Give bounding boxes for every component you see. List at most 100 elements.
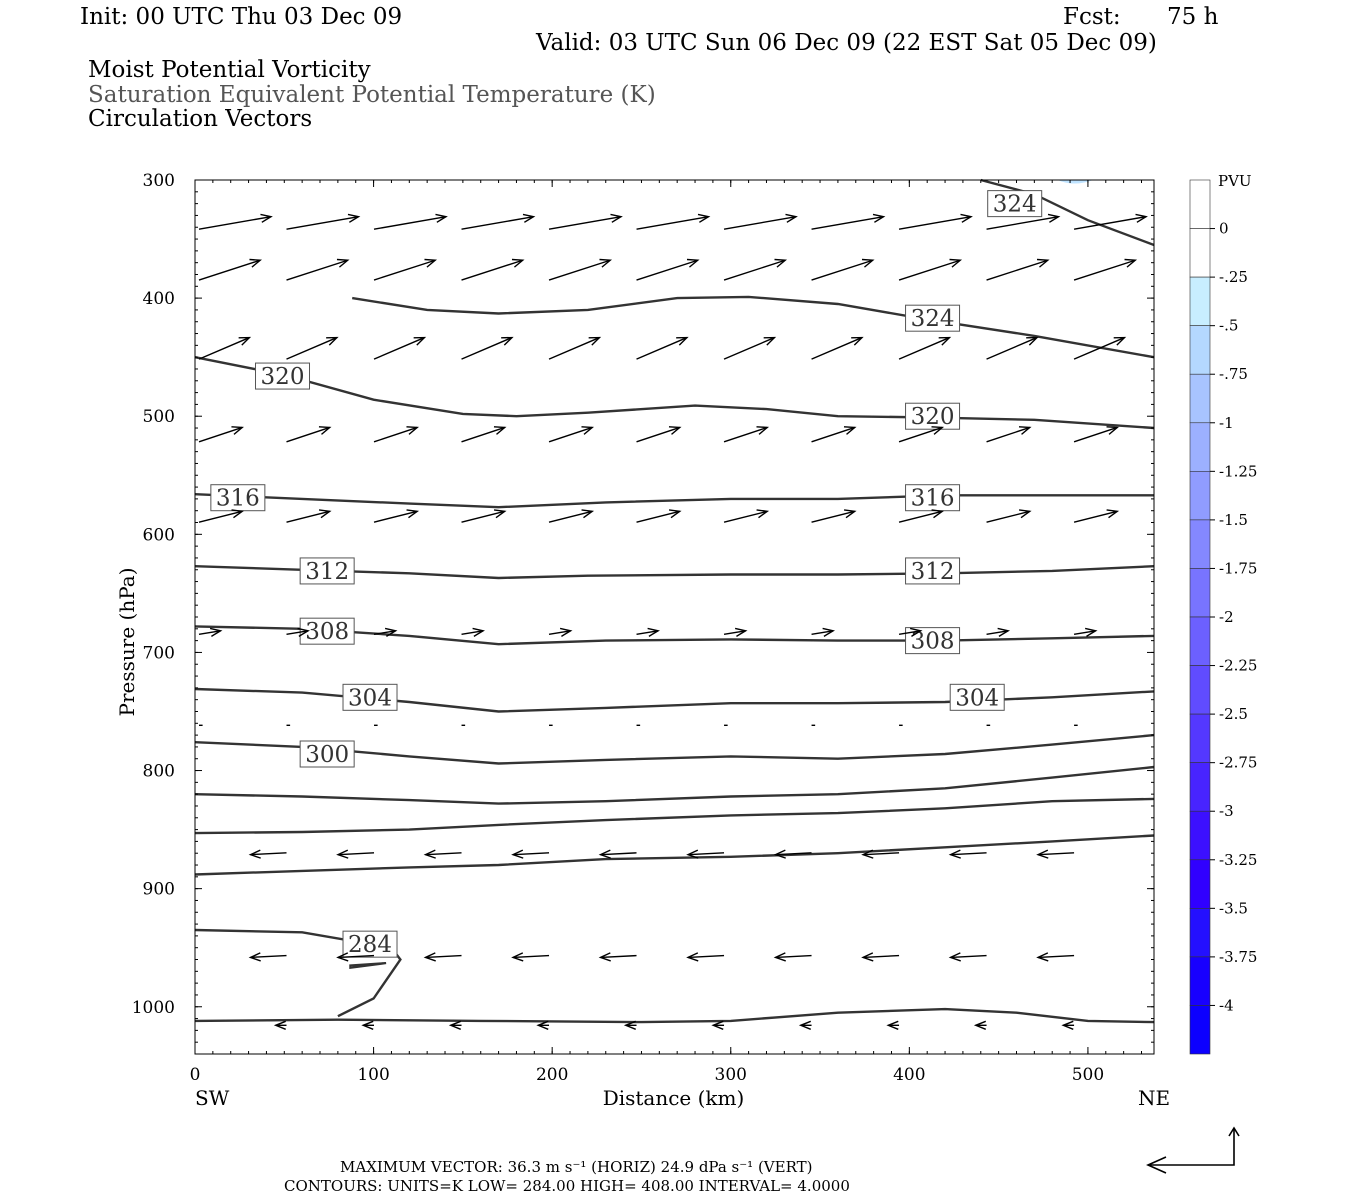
circulation-vector — [723, 630, 746, 636]
colorbar-label: -3.25 — [1219, 851, 1257, 869]
theta-es-contour-324 — [980, 178, 1155, 247]
colorbar-swatch — [1189, 568, 1211, 618]
circulation-vector-head — [931, 509, 945, 519]
circulation-vector — [198, 426, 243, 443]
circulation-vector — [461, 215, 534, 230]
circulation-vector-head — [581, 426, 595, 435]
x-tick-label: 100 — [357, 1065, 389, 1085]
circulation-vector — [723, 336, 775, 360]
circulation-vector-head — [318, 509, 332, 519]
circulation-vector — [286, 336, 338, 360]
circulation-vector — [636, 259, 698, 281]
colorbar-swatch — [1189, 908, 1211, 958]
contour-label: 320 — [261, 364, 305, 390]
contour-label: 284 — [348, 932, 392, 958]
init-time: Init: 00 UTC Thu 03 Dec 09 — [80, 4, 403, 30]
circulation-vector — [986, 630, 1009, 636]
circulation-vector — [198, 630, 221, 636]
circulation-vector — [898, 259, 961, 281]
y-tick-label: 900 — [143, 880, 175, 900]
circulation-vector-head — [1084, 627, 1098, 637]
circulation-vector-head — [785, 213, 798, 223]
colorbar-label: -4 — [1219, 996, 1234, 1014]
contour-label-box — [905, 627, 961, 655]
circulation-vector — [250, 852, 287, 856]
circulation-vector — [198, 336, 250, 360]
circulation-vector-head — [347, 213, 361, 223]
circulation-vector — [898, 426, 943, 443]
circulation-vector — [198, 259, 261, 281]
circulation-vector-head — [231, 426, 244, 435]
circulation-vector — [811, 426, 855, 443]
colorbar-swatch — [1189, 228, 1211, 278]
theta-es-contour-280 — [194, 1007, 1155, 1024]
circulation-vector — [600, 852, 637, 856]
colorbar-swatch — [1189, 762, 1211, 812]
circulation-vector — [986, 426, 1030, 443]
circulation-vector-head — [424, 258, 438, 268]
colorbar-label: -3.75 — [1219, 948, 1257, 966]
contour-label: 312 — [305, 559, 349, 585]
circulation-vector-head — [886, 1020, 899, 1030]
circulation-vector-head — [1036, 258, 1050, 268]
circulation-vector-head — [209, 627, 223, 637]
circulation-vector — [512, 954, 550, 959]
circulation-vector-head — [851, 336, 864, 346]
contour-label-box — [342, 683, 398, 711]
contours-note: CONTOURS: UNITS=K LOW= 284.00 HIGH= 408.… — [284, 1177, 850, 1195]
contour-label-box — [905, 484, 961, 512]
circulation-vector — [636, 426, 680, 443]
circulation-vector-head — [326, 336, 339, 346]
circulation-vector — [811, 630, 834, 636]
circulation-vector — [775, 852, 812, 856]
colorbar-swatch — [1189, 471, 1211, 521]
theta-es-contour-288 — [194, 834, 1155, 876]
colorbar-swatch — [1189, 859, 1211, 909]
circulation-vector-head — [843, 509, 857, 519]
contour-label-box — [299, 740, 355, 768]
plot-frame — [194, 179, 1155, 1055]
circulation-vector-head — [588, 336, 602, 346]
circulation-vector-head — [948, 849, 961, 859]
contour-label: 304 — [348, 685, 392, 711]
circulation-vector-head — [798, 1020, 812, 1030]
circulation-vector — [1073, 630, 1096, 636]
circulation-vector — [636, 630, 659, 636]
contour-label: 316 — [216, 486, 260, 512]
contour-label-box — [299, 557, 355, 585]
colorbar-swatch — [1189, 519, 1211, 569]
circulation-vector-head — [336, 952, 349, 962]
circulation-vector — [373, 336, 425, 360]
theta-es-contour-304 — [194, 687, 1155, 713]
circulation-vector — [1038, 954, 1075, 959]
circulation-vector-head — [318, 426, 332, 435]
circulation-vector-head — [697, 213, 711, 223]
circulation-vector-head — [1113, 336, 1127, 346]
circulation-vector — [286, 510, 330, 523]
circulation-vector-head — [931, 426, 945, 435]
colorbar-swatch — [1189, 373, 1211, 424]
circulation-vector — [425, 954, 462, 959]
circulation-vector — [636, 510, 680, 523]
pvu-colorbar: PVU 0 -.25 -.5 -.75 -1 -1.25 -1.5 -1.75 -2 -2.25 -2… — [1189, 172, 1257, 1055]
circulation-vector-head — [238, 336, 252, 346]
circulation-vector — [1073, 215, 1147, 230]
theta-es-contour-300 — [194, 733, 1155, 765]
circulation-vector-head — [973, 1020, 987, 1030]
left-endpoint-label: SW — [195, 1086, 230, 1110]
theta-es-contour-320 — [194, 356, 1155, 430]
circulation-vector — [461, 630, 484, 636]
contour-label-box — [255, 362, 311, 390]
contour-label: 300 — [305, 742, 349, 768]
circulation-vector — [986, 215, 1059, 230]
contour-label: 308 — [305, 619, 349, 645]
circulation-vector-head — [1124, 258, 1138, 268]
circulation-vector-head — [909, 627, 923, 637]
circulation-vector — [775, 954, 812, 959]
x-tick-label: 200 — [536, 1065, 568, 1085]
circulation-vector-head — [273, 1020, 286, 1030]
circulation-vector — [986, 259, 1048, 281]
y-tick-label: 300 — [143, 171, 175, 191]
colorbar-swatch — [1189, 276, 1211, 326]
circulation-vector — [461, 426, 505, 443]
